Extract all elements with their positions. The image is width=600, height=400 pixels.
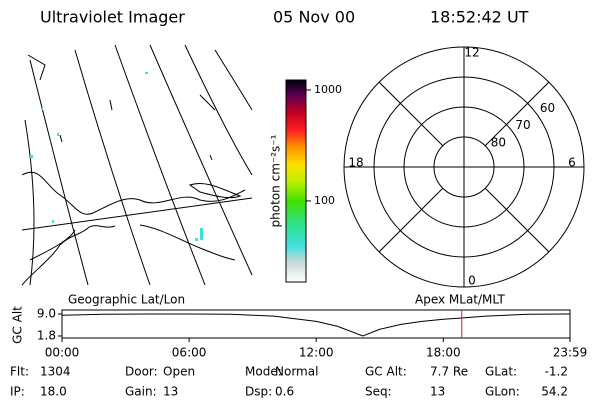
polar-ring-label: 80	[491, 135, 506, 149]
info-label: Door:	[125, 365, 158, 379]
colorbar-tick-label: 1000	[314, 83, 342, 96]
colorbar-label: photon cm⁻²s⁻¹	[269, 134, 283, 227]
polar-spoke	[484, 81, 550, 147]
info-value: 0.6	[275, 385, 294, 399]
map	[21, 44, 253, 286]
info-value: 13	[430, 385, 445, 399]
y-tick-label: 1.8	[37, 329, 56, 343]
info-value: -1.2	[545, 365, 568, 379]
info-label: GC Alt:	[365, 365, 407, 379]
info-label: Mode:	[245, 365, 282, 379]
polar-ring-label: 60	[540, 101, 555, 115]
x-tick-label: 00:00	[45, 346, 80, 360]
x-tick-label: 23:59	[553, 346, 588, 360]
right-label: Apex MLat/MLT	[415, 293, 505, 307]
info-label: GLon:	[485, 385, 520, 399]
polar-ring	[433, 136, 495, 198]
info-value: 54.2	[541, 385, 568, 399]
map-speckles	[30, 72, 203, 241]
info-value: 13	[163, 385, 178, 399]
x-tick-label: 18:00	[426, 346, 461, 360]
info-value: 1304	[40, 365, 71, 379]
date: 05 Nov 00	[273, 8, 355, 27]
colorbar-tick-label: 100	[314, 194, 335, 207]
y-tick-label: 9.0	[37, 307, 56, 321]
mlt-label: 6	[568, 156, 576, 170]
y-label: GC Alt	[11, 306, 25, 344]
x-tick-label: 12:00	[299, 346, 334, 360]
polar-ring	[403, 106, 525, 228]
title: Ultraviolet Imager	[40, 8, 185, 27]
info-label: Gain:	[125, 385, 157, 399]
info-label: Flt:	[10, 365, 29, 379]
info-label: IP:	[10, 385, 25, 399]
colorbar	[285, 79, 307, 283]
info-label: Dsp:	[245, 385, 272, 399]
polar-ring	[373, 76, 555, 258]
info-label: Seq:	[365, 385, 392, 399]
left-label: Geographic Lat/Lon	[68, 293, 185, 307]
info-value: Open	[163, 365, 195, 379]
mlt-label: 12	[464, 46, 479, 60]
polar-ring-label: 70	[515, 118, 530, 132]
polar-spoke	[378, 81, 444, 147]
info-value: 18.0	[40, 385, 67, 399]
altitude-line	[61, 313, 571, 337]
mlt-label: 18	[348, 156, 363, 170]
polar-spoke	[484, 187, 550, 253]
info-value: Normal	[275, 365, 318, 379]
time: 18:52:42 UT	[430, 8, 529, 27]
mlt-label: 0	[468, 274, 476, 288]
polar-spoke	[378, 187, 444, 253]
info-value: 7.7 Re	[430, 365, 468, 379]
x-tick-label: 06:00	[172, 346, 207, 360]
info-label: GLat:	[485, 365, 517, 379]
